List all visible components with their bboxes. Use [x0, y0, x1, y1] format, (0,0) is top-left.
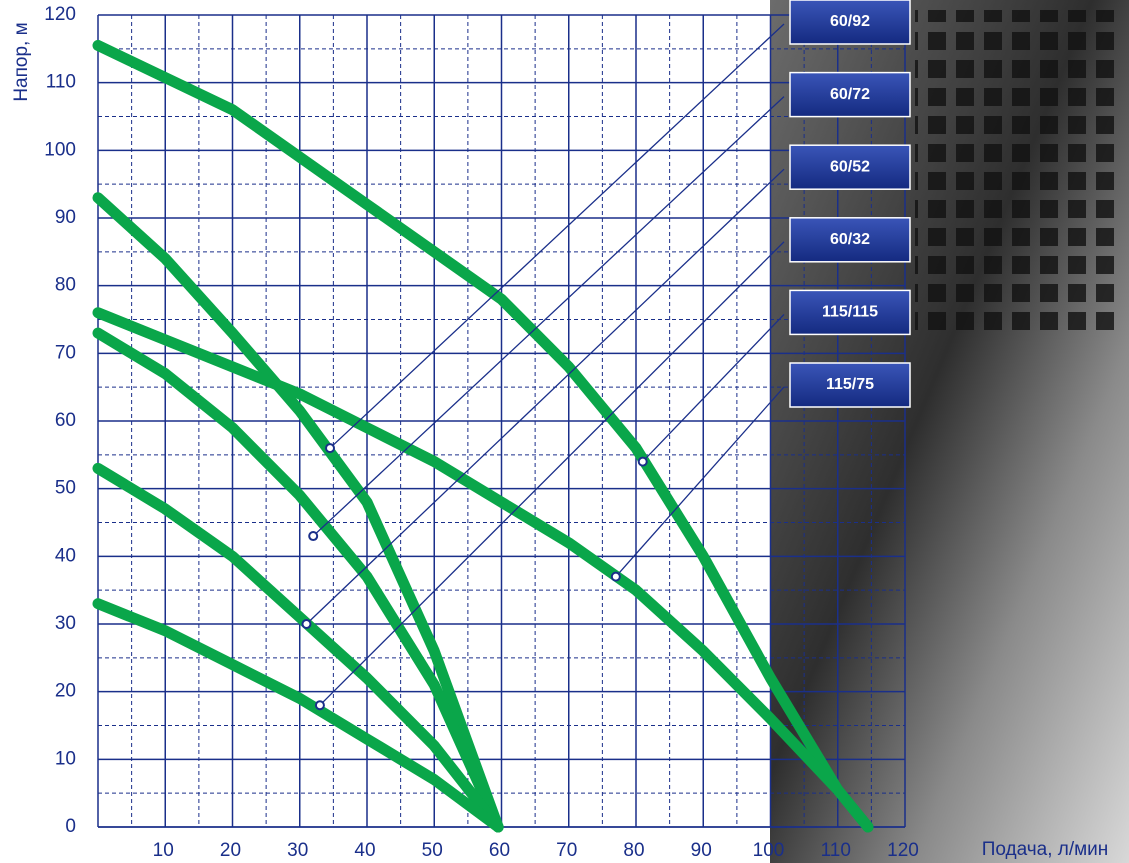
legend-box — [789, 0, 911, 45]
y-tick-label: 90 — [55, 207, 76, 228]
plot: 60/92 60/72 60/52 60/32 115/115 115/75 — [92, 0, 911, 833]
y-tick-label: 110 — [46, 72, 76, 93]
x-tick-label: 50 — [422, 840, 443, 861]
x-tick-label: 100 — [753, 840, 785, 861]
grid: 10 20 30 40 50 60 70 80 90 100 110 120 0 10 20 30 40 50 60… — [44, 4, 919, 861]
leader-line — [615, 386, 785, 578]
legend-box — [789, 144, 911, 190]
leader-line — [642, 313, 785, 463]
y-tick-label: 70 — [55, 342, 76, 363]
x-tick-label: 70 — [556, 840, 577, 861]
operating-point — [637, 456, 648, 467]
operating-point — [308, 531, 319, 542]
x-tick-label: 90 — [691, 840, 712, 861]
y-tick-label: 60 — [55, 410, 76, 431]
pump-curve — [92, 39, 874, 833]
x-tick-label: 40 — [354, 840, 375, 861]
legend-label: 60/72 — [830, 86, 870, 103]
legend-box — [789, 217, 911, 263]
operating-point — [314, 700, 325, 711]
pump-curve — [92, 192, 504, 833]
pump-curve — [92, 462, 504, 833]
legend-box — [789, 71, 911, 118]
operating-point — [301, 619, 312, 629]
legend-box — [789, 289, 911, 336]
legend-label: 60/52 — [830, 158, 870, 175]
x-axis-label: Подача, л/мин — [982, 839, 1109, 860]
leader-line — [319, 241, 785, 706]
legend-box — [789, 362, 911, 408]
x-tick-label: 10 — [153, 840, 174, 861]
y-tick-label: 20 — [55, 681, 76, 702]
operating-point — [325, 443, 336, 454]
y-tick-label: 10 — [55, 748, 76, 769]
legend-label: 115/75 — [826, 376, 874, 393]
y-tick-label: 30 — [55, 613, 76, 634]
y-tick-label: 50 — [55, 478, 76, 499]
pump-curve — [92, 598, 504, 833]
leader-line — [329, 23, 785, 449]
x-tick-label: 80 — [623, 840, 644, 861]
y-tick-label: 100 — [44, 139, 76, 160]
x-tick-label: 110 — [821, 840, 851, 861]
x-tick-label: 20 — [220, 840, 241, 861]
legend-label: 115/115 — [822, 304, 878, 321]
y-axis-label: Напор, м — [11, 22, 32, 101]
y-tick-label: 80 — [55, 275, 76, 296]
pump-curve — [92, 307, 874, 833]
leader-line — [312, 96, 785, 537]
legend-label: 60/32 — [830, 231, 870, 248]
photo-grille — [915, 10, 1115, 340]
pump-curve — [92, 327, 504, 833]
leader-line — [306, 168, 785, 625]
x-tick-label: 60 — [489, 840, 510, 861]
y-tick-label: 0 — [65, 816, 76, 837]
x-tick-label: 120 — [887, 840, 919, 861]
y-tick-label: 120 — [44, 4, 76, 25]
operating-point — [610, 571, 621, 582]
y-tick-label: 40 — [55, 545, 76, 566]
x-tick-label: 30 — [287, 840, 308, 861]
legend-label: 60/92 — [830, 13, 870, 30]
